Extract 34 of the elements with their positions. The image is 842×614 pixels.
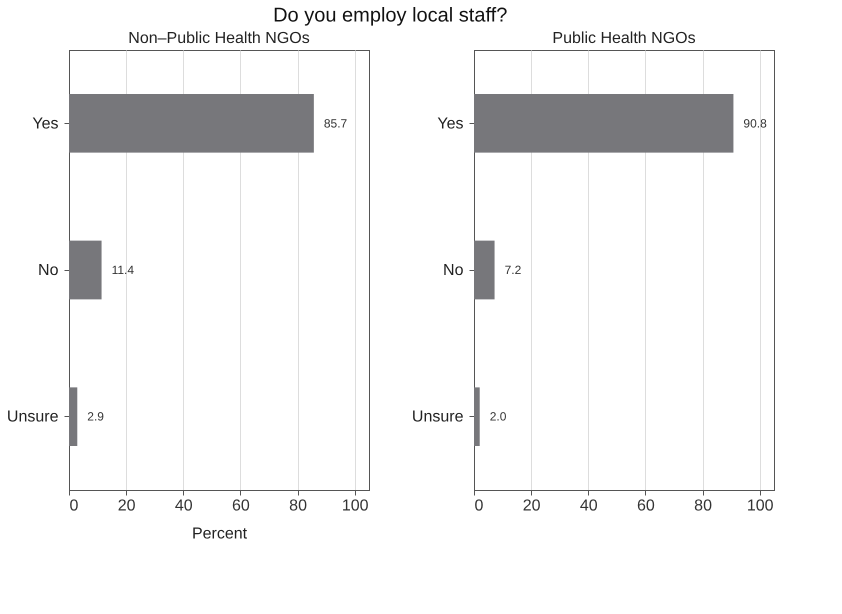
x-tick-label: 80	[289, 498, 308, 514]
y-tick-label: No	[443, 262, 464, 279]
x-tick-label: 40	[174, 498, 193, 514]
chart-subtitle: Non–Public Health NGOs	[128, 30, 310, 47]
bar	[474, 387, 480, 446]
x-tick-label: 0	[474, 498, 484, 514]
x-axis-title: Percent	[192, 526, 248, 542]
x-tick-label: 100	[342, 498, 369, 514]
x-tick-label: 60	[637, 498, 655, 514]
y-tick-label: Yes	[437, 115, 464, 132]
bar	[474, 240, 495, 300]
y-tick-label: Unsure	[412, 408, 464, 426]
data-label: 7.2	[504, 263, 522, 277]
data-label: 90.8	[743, 116, 768, 130]
x-tick-label: 20	[522, 498, 541, 514]
bar	[69, 94, 314, 153]
x-tick-label: 60	[232, 498, 250, 514]
x-tick-label: 0	[70, 498, 78, 514]
bar	[474, 94, 734, 153]
y-tick-label: Yes	[32, 115, 58, 132]
bar	[69, 387, 78, 446]
data-label: 2.0	[490, 410, 507, 424]
x-tick-label: 100	[746, 498, 774, 514]
chart-title: Do you employ local staff?	[273, 4, 508, 26]
bar	[69, 240, 102, 300]
x-tick-label: 40	[580, 498, 598, 514]
data-label: 85.7	[324, 116, 348, 130]
x-tick-label: 80	[694, 498, 712, 514]
x-tick-label: 20	[118, 498, 136, 514]
data-label: 11.4	[112, 263, 134, 277]
y-tick-label: No	[38, 262, 59, 279]
data-label: 2.9	[87, 410, 104, 424]
y-tick-label: Unsure	[6, 408, 59, 426]
chart-subtitle: Public Health NGOs	[552, 30, 696, 47]
